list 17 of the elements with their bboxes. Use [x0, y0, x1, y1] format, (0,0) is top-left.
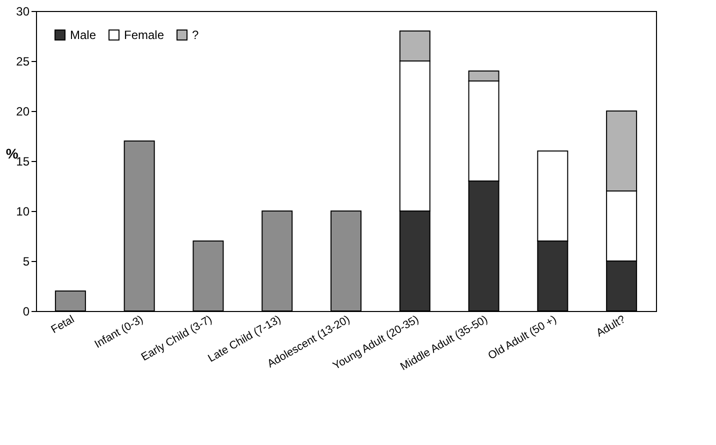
y-tick-label: 30: [16, 4, 30, 18]
y-tick-label: 25: [16, 54, 30, 68]
x-tick-label: Old Adult (50 +): [486, 314, 559, 362]
y-tick-label: 10: [16, 204, 30, 218]
y-tick-label: 5: [22, 254, 30, 268]
bar: [262, 210, 293, 312]
x-tick-label: Fetal: [49, 314, 76, 336]
legend-label: Female: [124, 28, 164, 42]
bar: [192, 240, 224, 312]
bar: [54, 290, 86, 312]
legend-label: ?: [192, 28, 199, 42]
y-tick-label: 0: [22, 304, 30, 318]
y-tick-label: 20: [16, 104, 30, 118]
legend-label: Male: [70, 28, 96, 42]
bar: [124, 140, 155, 312]
y-axis-title: %: [6, 146, 19, 162]
bar: [330, 210, 362, 312]
